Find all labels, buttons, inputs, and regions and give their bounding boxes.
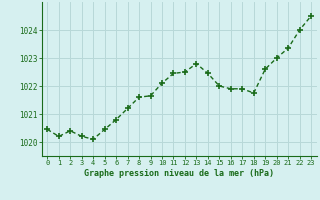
X-axis label: Graphe pression niveau de la mer (hPa): Graphe pression niveau de la mer (hPa) (84, 169, 274, 178)
